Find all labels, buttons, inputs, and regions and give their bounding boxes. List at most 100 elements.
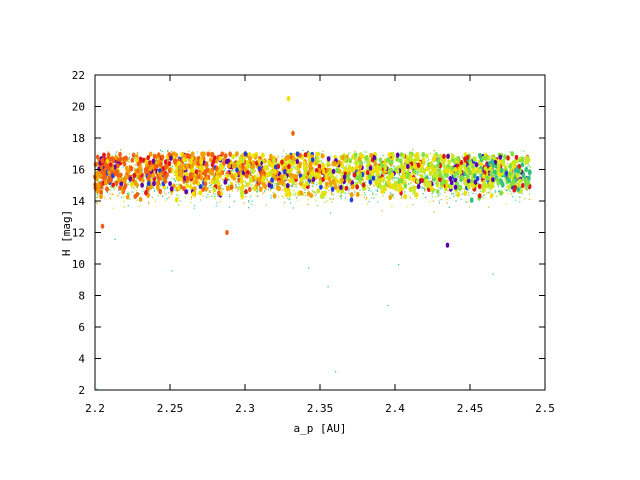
data-point	[390, 193, 392, 196]
data-point	[166, 178, 169, 180]
data-point	[526, 154, 528, 156]
data-point	[433, 211, 435, 213]
data-point	[388, 162, 390, 164]
data-point	[515, 173, 520, 179]
data-point	[376, 190, 379, 193]
data-point	[208, 182, 211, 184]
data-point	[416, 174, 419, 176]
data-point	[289, 202, 292, 204]
data-point	[120, 149, 122, 151]
data-point	[305, 180, 310, 187]
data-point	[215, 197, 217, 200]
data-point	[520, 157, 525, 163]
data-point	[342, 183, 345, 186]
data-point	[516, 182, 519, 184]
data-point	[219, 201, 222, 203]
data-point	[109, 197, 111, 199]
data-point	[114, 238, 116, 240]
data-point	[245, 196, 247, 198]
data-point	[312, 185, 314, 188]
data-point	[487, 192, 490, 194]
data-point	[431, 196, 434, 198]
data-point	[204, 161, 209, 167]
data-point	[148, 203, 150, 205]
data-point	[415, 185, 417, 188]
data-point	[102, 152, 106, 158]
data-point	[168, 196, 170, 198]
data-point	[297, 199, 299, 201]
data-point	[93, 161, 98, 167]
data-point	[233, 170, 235, 172]
data-point	[212, 187, 217, 193]
data-point	[331, 178, 336, 184]
data-point	[251, 200, 253, 202]
data-point	[128, 152, 130, 155]
data-point	[463, 189, 466, 192]
data-point	[148, 184, 153, 190]
data-point	[463, 182, 465, 184]
data-point	[453, 195, 455, 197]
data-point	[428, 170, 433, 176]
data-point	[155, 180, 160, 186]
data-point	[175, 180, 177, 182]
data-point	[520, 186, 522, 188]
data-point	[269, 190, 272, 192]
data-point	[190, 198, 192, 200]
data-point	[507, 189, 509, 191]
data-point	[200, 153, 205, 159]
data-point	[411, 176, 416, 183]
data-point	[482, 186, 486, 192]
data-point	[99, 189, 103, 196]
data-point	[237, 182, 239, 184]
data-point	[236, 186, 238, 189]
data-point	[297, 163, 302, 169]
data-point	[345, 165, 347, 167]
data-point	[375, 189, 377, 191]
data-point	[276, 162, 278, 164]
data-point	[412, 203, 414, 206]
data-point	[136, 178, 138, 180]
data-point	[163, 159, 168, 165]
data-point	[410, 182, 412, 184]
data-point	[258, 186, 263, 192]
data-point	[237, 190, 239, 192]
data-point	[167, 150, 169, 153]
data-point	[490, 155, 492, 157]
data-point	[301, 186, 303, 188]
data-point	[95, 170, 97, 172]
data-point	[512, 187, 517, 193]
data-point	[293, 190, 295, 192]
data-point	[395, 156, 400, 162]
data-point	[349, 187, 351, 190]
x-axis-label: a_p [AU]	[294, 422, 347, 435]
data-point	[207, 188, 209, 191]
data-point	[479, 173, 481, 176]
data-point	[434, 189, 436, 191]
data-point	[521, 182, 525, 189]
data-point	[240, 190, 244, 196]
data-point	[472, 156, 477, 162]
data-point	[331, 201, 333, 203]
data-point	[522, 170, 524, 173]
data-point	[484, 178, 486, 180]
data-point	[455, 155, 457, 158]
data-point	[484, 183, 489, 189]
data-point	[122, 161, 127, 167]
data-point	[155, 159, 158, 161]
data-point	[263, 183, 268, 190]
data-point	[161, 150, 163, 153]
data-point	[245, 150, 247, 152]
data-point	[162, 179, 164, 181]
data-point	[194, 196, 197, 198]
data-point	[504, 179, 506, 181]
data-point	[476, 195, 478, 197]
data-point	[477, 193, 482, 199]
data-point	[524, 158, 526, 160]
data-point	[312, 163, 314, 165]
data-point	[270, 197, 272, 199]
data-point	[392, 196, 394, 198]
data-point	[265, 204, 267, 206]
data-point	[208, 196, 210, 198]
data-point	[277, 185, 281, 192]
data-point	[340, 162, 344, 168]
